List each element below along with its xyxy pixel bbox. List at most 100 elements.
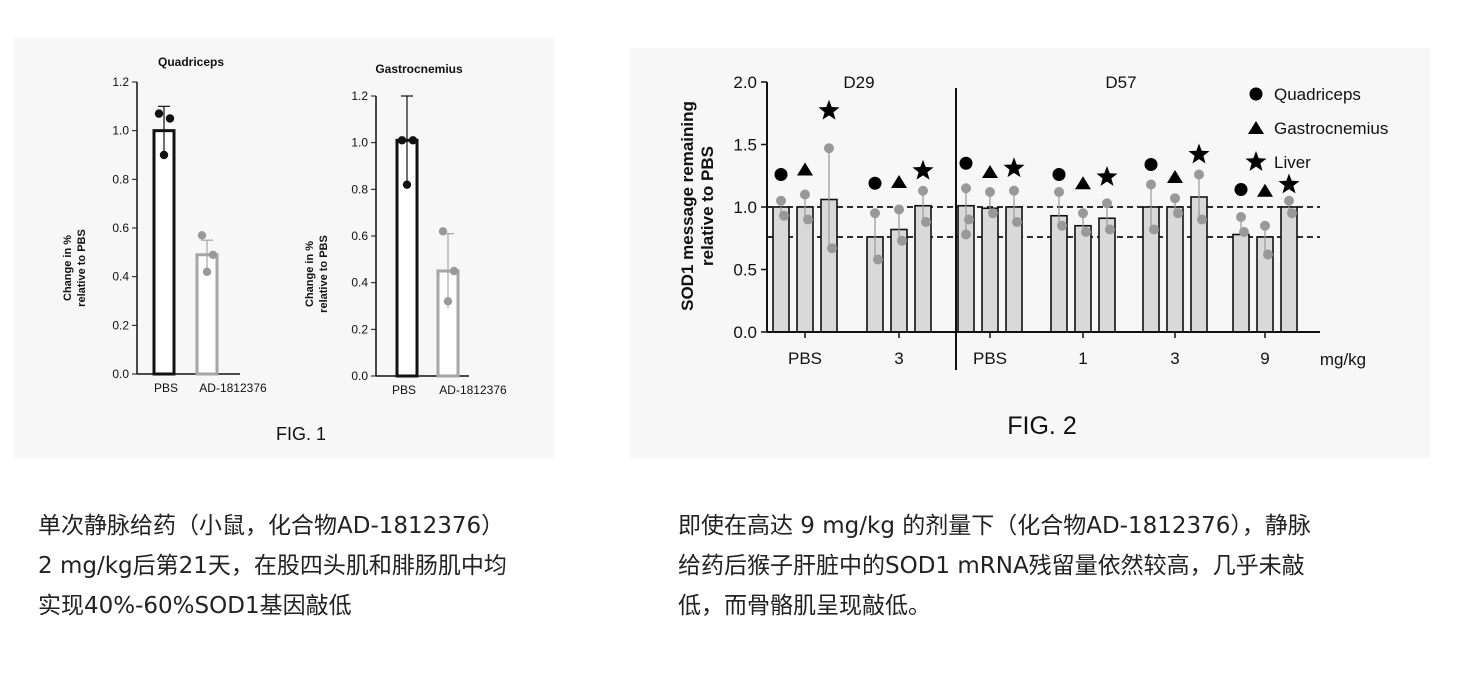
chart1-data-point <box>208 250 218 259</box>
fig2-data-point <box>1263 249 1273 260</box>
fig2-data-point <box>1260 220 1270 231</box>
chart2-x-tick-label: AD-1812376 <box>439 383 507 397</box>
fig2-data-point <box>918 185 928 196</box>
fig2-data-point <box>988 208 998 219</box>
fig2-data-point <box>1236 212 1246 222</box>
fig2-bar <box>772 206 790 333</box>
caption-left: 单次静脉给药（小鼠，化合物AD-1812376） 2 mg/kg后第21天，在股… <box>38 506 598 626</box>
chart2-data-point <box>397 136 407 145</box>
caption-right: 即使在高达 9 mg/kg 的剂量下（化合物AD-1812376），静脉 给药后… <box>678 506 1418 626</box>
fig2-y-tick-label: 1.0 <box>733 198 757 217</box>
fig2-y-tick-label: 2.0 <box>733 73 757 92</box>
fig2-data-point <box>1081 227 1091 237</box>
fig2-data-point <box>1105 224 1115 235</box>
caption-right-line-2: 给药后猴子肝脏中的SOD1 mRNA残留量依然较高，几乎未敲 <box>678 553 1305 579</box>
fig2-y-tick-label: 0.5 <box>733 261 757 280</box>
fig2-data-point <box>1146 179 1156 190</box>
chart2-y-tick-label: 0.2 <box>351 322 368 336</box>
fig2-bar <box>1280 206 1298 333</box>
fig2-data-point <box>964 214 974 225</box>
caption-right-line-3: 低，而骨骼肌呈现敲低。 <box>678 593 931 619</box>
fig2-data-point <box>897 235 907 246</box>
chart1-data-point <box>159 150 169 160</box>
fig2-data-point <box>776 195 786 206</box>
fig2-chart: SOD1 message remaining relative to PBS D… <box>678 73 1388 440</box>
chart2-y-tick-label: 0.4 <box>351 276 368 290</box>
fig2-liver-marker <box>1278 173 1300 194</box>
legend-label-liver: Liver <box>1274 153 1311 172</box>
fig2-bar <box>1232 233 1250 333</box>
fig2-gastrocnemius-marker <box>1075 176 1091 190</box>
fig2-data-point <box>1102 198 1112 209</box>
fig2-data-point <box>803 214 813 225</box>
fig2-data-point <box>827 243 837 254</box>
fig2-quadriceps-marker <box>774 168 788 181</box>
fig2-quadriceps-marker <box>1052 168 1066 181</box>
fig2-data-point <box>1078 208 1088 219</box>
fig1-panel: Quadriceps Change in % relative to PBS G… <box>14 38 554 458</box>
fig2-x-tick-label: 3 <box>894 349 903 368</box>
fig2-quadriceps-marker <box>1144 158 1158 171</box>
fig2-x-tick-label: 9 <box>1260 349 1269 368</box>
fig2-y-tick-label: 0.0 <box>733 323 757 342</box>
fig2-x-tick-label: PBS <box>788 349 822 368</box>
fig2-data-point <box>779 210 789 221</box>
fig2-gastrocnemius-marker <box>1167 170 1183 183</box>
fig2-data-point <box>961 183 971 194</box>
fig2-bar <box>1098 217 1116 333</box>
chart2-data-point <box>449 266 459 276</box>
chart1-y-tick-label: 1.2 <box>112 75 129 89</box>
fig2-bar <box>796 206 814 333</box>
chart2-y-tick-label: 1.0 <box>351 136 368 150</box>
chart1-data-point <box>202 267 212 276</box>
fig2-y-tick-label: 1.5 <box>733 136 757 155</box>
fig2-bar <box>1074 224 1092 333</box>
fig2-data-point <box>961 229 971 240</box>
chart1-data-point <box>197 231 207 240</box>
fig2-data-point <box>800 189 810 200</box>
fig2-quadriceps-marker <box>1234 183 1248 196</box>
fig2-data-point <box>824 143 834 154</box>
fig2-liver-marker <box>818 99 840 120</box>
fig2-ylabel-line2: relative to PBS <box>698 146 717 266</box>
fig1-label: FIG. 1 <box>276 424 326 444</box>
fig2-bar <box>1050 214 1068 333</box>
fig2-gastrocnemius-marker <box>982 165 998 178</box>
fig2-liver-marker <box>1188 143 1210 164</box>
chart2-data-point <box>408 136 418 145</box>
chart1-x-tick-label: PBS <box>154 381 178 395</box>
chart2-y-tick-label: 0.6 <box>351 229 368 243</box>
chart1-y-tick-label: 1.0 <box>112 124 129 138</box>
fig2-data-point <box>870 208 880 219</box>
chart2-ylabel-line1: Change in % <box>304 241 316 307</box>
fig2-data-point <box>873 254 883 265</box>
chart1-data-point <box>154 109 164 118</box>
fig2-ylabel-line1: SOD1 message remaining <box>678 101 697 311</box>
fig2-label: FIG. 2 <box>1007 412 1076 440</box>
fig2-quadriceps-marker <box>959 156 973 170</box>
chart2-x-tick-label: PBS <box>392 383 416 397</box>
fig2-data-point <box>1170 193 1180 204</box>
fig2-data-point <box>1054 187 1064 197</box>
fig2-gastrocnemius-marker <box>1257 183 1273 197</box>
chart1-ylabel-line2: relative to PBS <box>76 229 88 307</box>
fig2-quadriceps-marker <box>868 176 882 190</box>
fig2-day-label-d29: D29 <box>843 73 874 92</box>
caption-right-line-1: 即使在高达 9 mg/kg 的剂量下（化合物AD-1812376），静脉 <box>678 513 1311 539</box>
chart1-title: Quadriceps <box>158 55 224 69</box>
fig2-data-point <box>1197 214 1207 225</box>
fig2-data-point <box>985 187 995 197</box>
fig2-x-tick-label: 3 <box>1170 349 1179 368</box>
fig2-x-tick-label: 1 <box>1078 349 1087 368</box>
fig2-day-label-d57: D57 <box>1105 73 1136 92</box>
caption-left-line-1: 单次静脉给药（小鼠，化合物AD-1812376） <box>38 513 505 539</box>
fig2-data-point <box>1284 195 1294 206</box>
fig2-liver-marker <box>1096 166 1118 186</box>
fig2-data-point <box>1009 185 1019 196</box>
fig1-charts: Quadriceps Change in % relative to PBS G… <box>62 55 507 444</box>
fig2-bar <box>1166 206 1184 333</box>
legend-star-icon <box>1245 151 1267 171</box>
chart2-data-point <box>443 297 453 306</box>
fig2-gastrocnemius-marker <box>891 175 907 188</box>
fig2-data-point <box>921 217 931 227</box>
